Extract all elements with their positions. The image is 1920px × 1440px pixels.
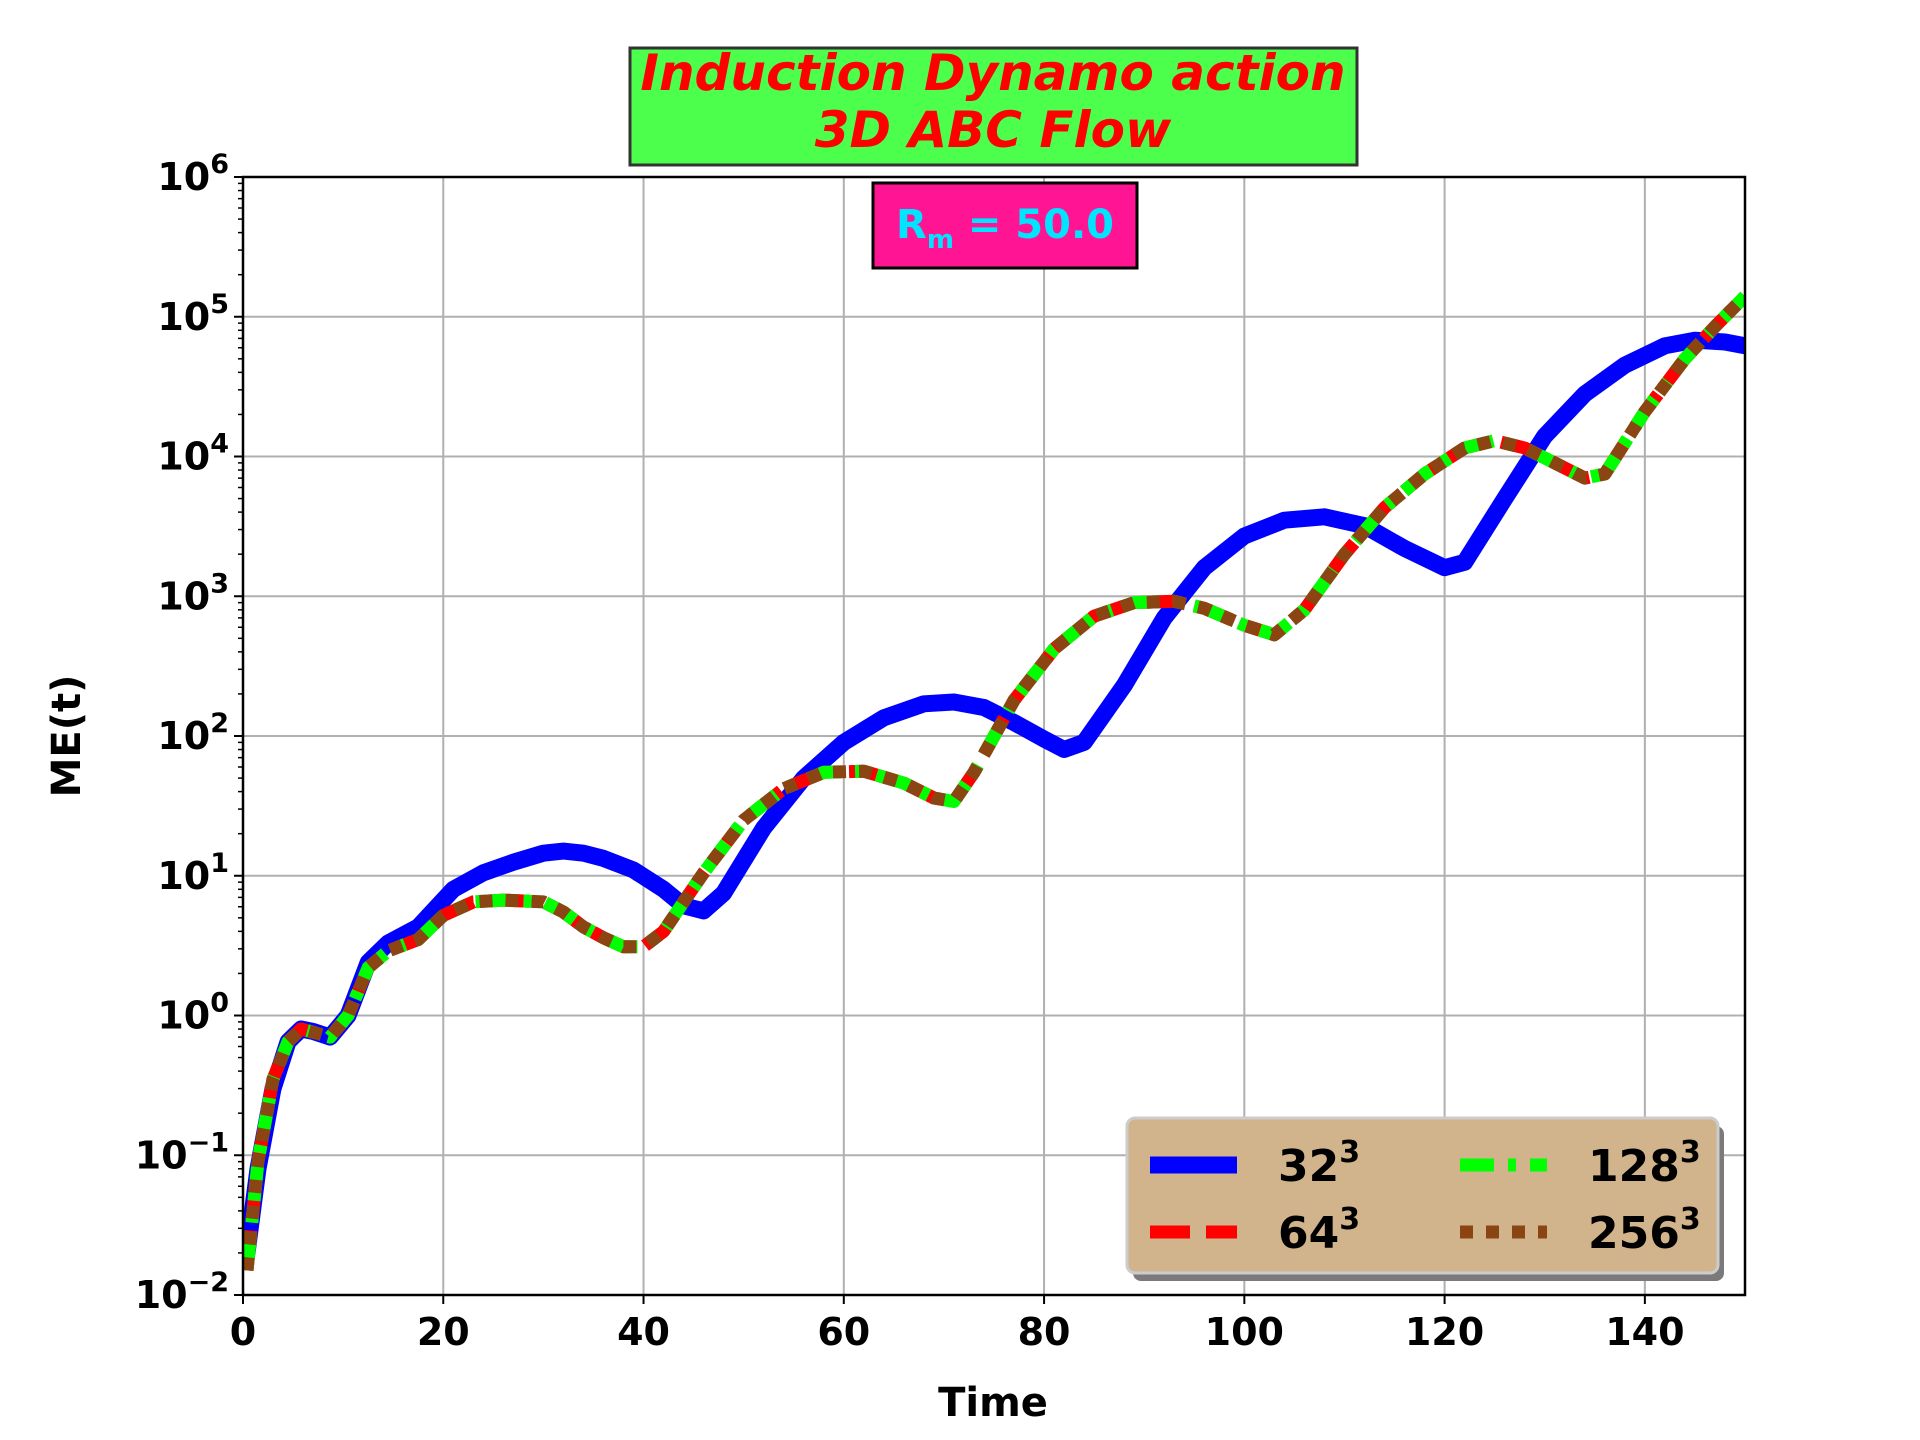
y-tick-label: 103 [157,568,229,618]
ticks: 0 20 40 60 80 100 120 140 10−2 10−1 100 101 102 103 10… [135,149,1685,1354]
x-tick-label: 60 [817,1310,870,1354]
x-tick-label: 20 [417,1310,470,1354]
series-line-256 [243,291,1745,1272]
annotation-subscript: m [927,225,954,255]
annotation-text: Rm = 50.0 [896,202,1114,255]
y-tick-label: 105 [157,289,229,339]
x-tick-label: 40 [617,1310,670,1354]
x-tick-label: 120 [1405,1310,1484,1354]
y-tick-label: 101 [157,848,229,898]
title-box [628,46,1359,167]
series-group [243,291,1745,1272]
y-tick-label: 106 [157,149,229,199]
x-tick-label: 0 [230,1310,256,1354]
y-axis-label: ME(t) [44,675,90,798]
series-line-128 [243,291,1745,1272]
legend-label-256: 2563 [1588,1202,1701,1259]
legend-label-32: 323 [1278,1135,1360,1192]
y-tick-label: 102 [157,708,229,758]
y-tick-label: 10−2 [135,1267,229,1317]
x-tick-label: 80 [1018,1310,1071,1354]
chart-title-line-1: Induction Dynamo action [640,44,1345,102]
annotation-value: = 50.0 [954,202,1114,248]
x-axis-label: Time [938,1380,1048,1426]
legend: 323 643 1283 2563 [1125,1116,1724,1281]
x-tick-label: 140 [1605,1310,1684,1354]
legend-box [1125,1116,1720,1275]
y-tick-label: 10−1 [135,1127,229,1177]
x-tick-label: 100 [1205,1310,1284,1354]
chart-title-line-2: 3D ABC Flow [815,101,1172,159]
y-tick-label: 100 [157,988,229,1038]
annotation-symbol: R [896,202,927,248]
y-tick-label: 104 [157,429,229,479]
legend-label-128: 1283 [1588,1135,1701,1192]
legend-label-64: 643 [1278,1202,1360,1259]
annotation-box [871,181,1139,270]
